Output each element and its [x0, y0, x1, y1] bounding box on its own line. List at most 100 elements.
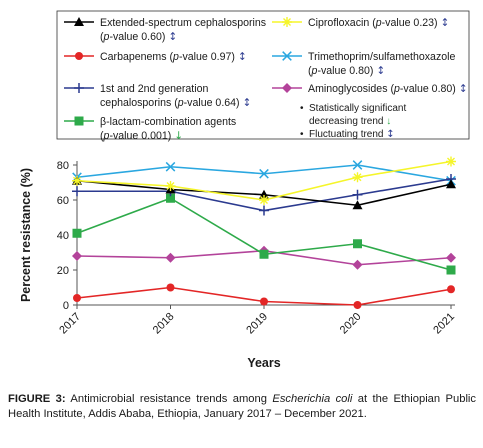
series-esc-point-2021 [446, 179, 456, 189]
legend-carb-marker-shape [75, 52, 83, 60]
series-carb-point-2019-shape [260, 297, 268, 306]
legend-esc-marker [74, 17, 84, 26]
series-carb-point-2018-shape [166, 283, 175, 292]
series-bla-point-2018-shape [166, 193, 175, 203]
note-bullet-2: • [300, 129, 304, 140]
note-bullet-1: • [300, 103, 304, 114]
series-cip-point-2021 [446, 156, 456, 167]
legend-bla-label: β-lactam-combination agents [100, 116, 236, 128]
legend-ceph12: 1st and 2nd generation cephalosporins (p-… [64, 83, 251, 109]
series-carb-point-2019 [260, 297, 268, 306]
series-bla-point-2020 [353, 239, 362, 249]
series-carb-point-2021-shape [447, 285, 455, 294]
series-cip-point-2017 [72, 175, 82, 186]
y-tick-label-60: 60 [57, 195, 69, 207]
legend-cip-label: Ciprofloxacin (p-value 0.23) ↕ [308, 17, 449, 29]
series-carb-point-2017 [73, 294, 81, 302]
series-bla-point-2019-shape [259, 249, 269, 259]
series-amino-point-2017 [72, 251, 82, 261]
series-bla-point-2017-shape [72, 228, 82, 238]
legend-amino-marker [282, 83, 292, 93]
legend-ceph12-marker [74, 83, 84, 93]
series-tms-point-2018-shape [165, 161, 176, 172]
series-esc-point-2019 [259, 189, 269, 199]
series-bla-point-2020-shape [353, 239, 362, 249]
series-carb [73, 283, 455, 309]
series-carb-point-2020 [353, 301, 362, 309]
series-bla [72, 193, 456, 275]
legend-amino-marker-shape [282, 83, 292, 93]
legend-bla-marker [74, 116, 84, 126]
series-carb-point-2020-shape [353, 301, 362, 309]
x-tick-label-2020: 2020 [338, 311, 364, 337]
y-tick-label-80: 80 [57, 160, 69, 172]
series-cip-point-2021-shape [446, 156, 456, 167]
series-tms [72, 160, 456, 186]
series-carb-point-2018 [166, 283, 175, 292]
x-tick-label-2018: 2018 [151, 311, 177, 337]
legend: Extended-spectrum cephalosporins (p-value… [64, 17, 468, 142]
series-cip [72, 156, 456, 205]
series-ceph12-point-2017-shape [72, 186, 82, 197]
x-axis-label: Years [247, 356, 280, 370]
legend-ceph12-label: 1st and 2nd generation [100, 83, 208, 95]
series-tms-point-2019 [259, 168, 269, 179]
series-carb-point-2021 [447, 285, 455, 294]
legend-carb-label: Carbapenems (p-value 0.97) ↕ [100, 51, 247, 63]
legend-ceph12-marker-shape [74, 83, 84, 93]
series-esc-point-2019-shape [259, 189, 269, 199]
legend-notes: • Statistically significant decreasing tre… [300, 103, 406, 140]
caption-label: FIGURE 3: [8, 393, 66, 405]
series-cip-point-2020-shape [352, 172, 363, 183]
legend-bla: β-lactam-combination agents (p-value 0.00… [64, 116, 236, 142]
series-amino-point-2021 [446, 252, 456, 263]
legend-amino: Aminoglycosides (p-value 0.80) ↕ [272, 83, 468, 95]
series-esc-point-2020 [352, 200, 363, 210]
series-cip-point-2019-shape [259, 195, 269, 205]
series-amino-point-2020 [352, 259, 363, 270]
caption-text-before: Antimicrobial resistance trends among [65, 393, 273, 405]
y-tick-label-0: 0 [63, 300, 69, 312]
series-ceph12-point-2017 [72, 186, 82, 197]
series-amino-point-2020-shape [352, 259, 363, 270]
legend-esc-pvalue: (p-value 0.60) ↕ [100, 31, 177, 43]
legend-amino-label: Aminoglycosides (p-value 0.80) ↕ [308, 83, 468, 95]
legend-tms-marker [282, 51, 292, 61]
note-decreasing: Statistically significant [309, 103, 406, 114]
legend-esc-label: Extended-spectrum cephalosporins [100, 17, 266, 29]
legend-bla-pvalue: (p-value 0.001) ↓ [100, 130, 183, 142]
series-tms-point-2018 [165, 161, 176, 172]
caption-text-after: at the Ethiopian Public Health Institute… [8, 393, 477, 420]
series-ceph12-point-2019-shape [259, 205, 269, 216]
series-ceph12-point-2020-shape [352, 189, 363, 200]
x-tick-label-2017: 2017 [57, 311, 83, 337]
figure-caption: FIGURE 3: Antimicrobial resistance trend… [8, 392, 476, 421]
series-bla-point-2018 [166, 193, 175, 203]
series-amino-point-2017-shape [72, 251, 82, 261]
legend-box [56, 10, 470, 140]
series-bla-point-2021 [446, 265, 456, 275]
legend-carb-marker [75, 52, 83, 60]
series-esc-point-2021-shape [446, 179, 456, 189]
series-bla-point-2021-shape [446, 265, 456, 275]
legend-cip: Ciprofloxacin (p-value 0.23) ↕ [272, 17, 449, 29]
series-tms-point-2020 [352, 160, 363, 170]
y-tick-label-20: 20 [57, 265, 69, 277]
series-amino-point-2018 [165, 252, 176, 263]
series-tms-point-2020-shape [352, 160, 363, 170]
series-carb-point-2017-shape [73, 294, 81, 302]
note-decreasing-cont: decreasing trend ↓ [309, 116, 391, 127]
legend-ceph12-pvalue: cephalosporins (p-value 0.64) ↕ [100, 97, 251, 109]
series-cip-point-2018-shape [165, 181, 176, 191]
chart: Extended-spectrum cephalosporins (p-value… [19, 10, 470, 370]
y-tick-label-40: 40 [57, 230, 69, 242]
legend-bla-marker-shape [74, 116, 84, 126]
x-tick-label-2019: 2019 [244, 311, 270, 337]
legend-tms-marker-shape [282, 51, 292, 61]
series-ceph12-point-2019 [259, 205, 269, 216]
legend-esc: Extended-spectrum cephalosporins (p-value… [64, 17, 266, 43]
series-cip-point-2018 [165, 181, 176, 191]
note-fluctuating: Fluctuating trend ↕ [309, 129, 395, 140]
series-tms-point-2019-shape [259, 168, 269, 179]
series-cip-point-2019 [259, 195, 269, 205]
